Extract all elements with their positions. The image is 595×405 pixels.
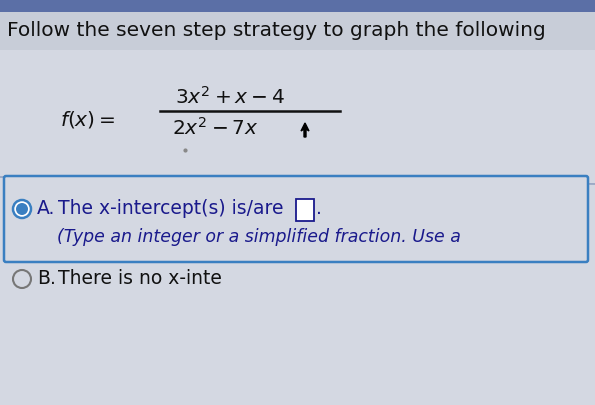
- Polygon shape: [301, 123, 309, 137]
- FancyBboxPatch shape: [0, 50, 595, 405]
- Circle shape: [13, 200, 31, 218]
- Text: The x-intercept(s) is/are: The x-intercept(s) is/are: [58, 200, 283, 219]
- Text: $3x^2 + x - 4$: $3x^2 + x - 4$: [175, 86, 285, 108]
- Text: B.: B.: [37, 269, 56, 288]
- Text: (Type an integer or a simplified fraction. Use a: (Type an integer or a simplified fractio…: [57, 228, 461, 246]
- Text: .: .: [316, 200, 322, 219]
- Text: A.: A.: [37, 200, 55, 219]
- FancyBboxPatch shape: [4, 176, 588, 262]
- FancyBboxPatch shape: [0, 0, 595, 12]
- Text: $2x^2 - 7x$: $2x^2 - 7x$: [172, 117, 259, 139]
- FancyBboxPatch shape: [0, 10, 595, 50]
- Text: $f(x) =$: $f(x) =$: [60, 109, 115, 130]
- Circle shape: [13, 270, 31, 288]
- Circle shape: [16, 203, 28, 215]
- Text: There is no x-inte: There is no x-inte: [58, 269, 222, 288]
- Text: Follow the seven step strategy to graph the following: Follow the seven step strategy to graph …: [7, 21, 546, 40]
- FancyBboxPatch shape: [296, 199, 314, 221]
